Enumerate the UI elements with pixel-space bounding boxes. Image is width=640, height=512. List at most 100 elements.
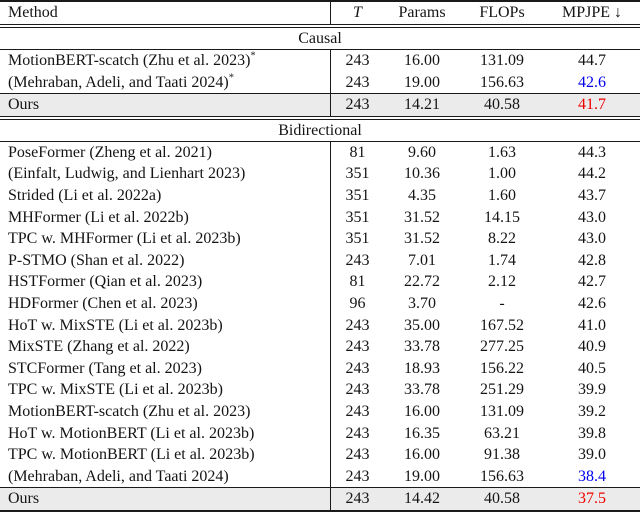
method-cell: HoT w. MotionBERT (Li et al. 2023b) [8, 424, 255, 442]
mpjpe-cell: 41.0 [578, 316, 606, 334]
mpjpe-cell: 43.0 [578, 230, 606, 248]
frames-cell: 351 [330, 163, 384, 185]
method-cell: Strided (Li et al. 2022a) [8, 186, 162, 204]
frames-cell: 243 [330, 422, 384, 445]
flops-cell: 167.52 [480, 316, 524, 334]
method-cell: Ours [8, 490, 40, 508]
table-row: HDFormer (Chen et al. 2023) 96 3.70 - 42… [0, 292, 640, 315]
flops-cell: 156.63 [480, 467, 524, 485]
table-header-row: Method T Params FLOPs MPJPE ↓ [0, 2, 640, 24]
mid-rule [0, 487, 640, 489]
mpjpe-cell: 42.8 [578, 251, 606, 269]
params-cell: 16.35 [404, 424, 440, 442]
method-cell: MHFormer (Li et al. 2022b) [8, 208, 189, 226]
method-cell: (Mehraban, Adeli, and Taati 2024)* [8, 72, 234, 91]
frames-cell: 81 [330, 271, 384, 293]
frames-cell: 243 [330, 314, 384, 337]
col-header-params: Params [398, 4, 446, 21]
params-cell: 16.00 [404, 446, 440, 464]
method-cell: MotionBERT-scatch (Zhu et al. 2023)* [8, 50, 256, 69]
section-header-bidirectional: Bidirectional [278, 121, 362, 139]
frames-cell: 81 [330, 141, 384, 164]
method-cell: MotionBERT-scatch (Zhu et al. 2023) [8, 402, 251, 420]
flops-cell: 63.21 [484, 424, 520, 442]
mpjpe-cell: 43.7 [578, 186, 606, 204]
params-cell: 19.00 [404, 73, 440, 91]
flops-cell: 1.00 [488, 165, 516, 183]
table-row-ours: Ours 243 14.42 40.58 37.5 [0, 488, 640, 510]
col-header-method: Method [8, 4, 58, 21]
table-row: MHFormer (Li et al. 2022b) 351 31.52 14.… [0, 206, 640, 229]
section-header-causal: Causal [298, 30, 342, 47]
mpjpe-cell: 39.0 [578, 446, 606, 464]
double-rule [0, 115, 640, 120]
flops-cell: 91.38 [484, 446, 520, 464]
footnote-marker: * [250, 50, 256, 62]
params-cell: 3.70 [408, 294, 436, 312]
flops-cell: 1.74 [488, 251, 516, 269]
method-cell: TPC w. MotionBERT (Li et al. 2023b) [8, 446, 255, 464]
table-row: (Mehraban, Adeli, and Taati 2024) 243 19… [0, 465, 640, 488]
params-cell: 7.01 [408, 251, 436, 269]
method-cell: HoT w. MixSTE (Li et al. 2023b) [8, 316, 223, 334]
flops-cell: 1.60 [488, 186, 516, 204]
frames-cell: 243 [330, 488, 384, 510]
mpjpe-cell: 40.9 [578, 338, 606, 356]
params-cell: 22.72 [404, 273, 440, 291]
flops-cell: 2.12 [488, 273, 516, 291]
mid-rule [0, 93, 640, 95]
frames-cell: 243 [330, 336, 384, 358]
frames-cell: 243 [330, 444, 384, 466]
params-cell: 16.00 [404, 402, 440, 420]
frames-cell: 243 [330, 379, 384, 401]
double-rule [0, 24, 640, 28]
method-cell: TPC w. MHFormer (Li et al. 2023b) [8, 230, 241, 248]
params-cell: 19.00 [404, 467, 440, 485]
col-header-mpjpe: MPJPE ↓ [544, 2, 640, 24]
params-cell: 14.42 [404, 490, 440, 508]
table-row: PoseFormer (Zheng et al. 2021) 81 9.60 1… [0, 141, 640, 164]
params-cell: 33.78 [404, 381, 440, 399]
params-cell: 31.52 [404, 230, 440, 248]
mpjpe-cell: 42.7 [578, 273, 606, 291]
mpjpe-cell: 39.9 [578, 381, 606, 399]
mpjpe-cell: 44.7 [578, 52, 606, 69]
mpjpe-cell: 39.2 [578, 402, 606, 420]
table-row: HoT w. MixSTE (Li et al. 2023b) 243 35.0… [0, 314, 640, 337]
t-variable: T [353, 4, 362, 21]
flops-cell: 131.09 [480, 52, 524, 69]
flops-cell: 156.63 [480, 73, 524, 91]
flops-cell: 277.25 [480, 338, 524, 356]
method-cell: (Mehraban, Adeli, and Taati 2024) [8, 467, 229, 485]
mpjpe-cell: 43.0 [578, 208, 606, 226]
col-header-flops: FLOPs [479, 4, 525, 21]
method-cell: TPC w. MixSTE (Li et al. 2023b) [8, 381, 223, 399]
flops-cell: 40.58 [484, 490, 520, 508]
frames-cell: 243 [330, 400, 384, 423]
mpjpe-cell: 44.3 [578, 143, 606, 161]
table-row: (Mehraban, Adeli, and Taati 2024)* 243 1… [0, 71, 640, 94]
params-cell: 9.60 [408, 143, 436, 161]
params-cell: 4.35 [408, 186, 436, 204]
flops-cell: 8.22 [488, 230, 516, 248]
table-row: TPC w. MHFormer (Li et al. 2023b) 351 31… [0, 228, 640, 250]
frames-cell: 243 [330, 465, 384, 488]
table-row: Strided (Li et al. 2022a) 351 4.35 1.60 … [0, 184, 640, 207]
table-row: MotionBERT-scatch (Zhu et al. 2023) 243 … [0, 400, 640, 423]
mid-rule [0, 140, 640, 142]
table-row: TPC w. MixSTE (Li et al. 2023b) 243 33.7… [0, 379, 640, 401]
method-cell: HDFormer (Chen et al. 2023) [8, 294, 198, 312]
method-cell: P-STMO (Shan et al. 2022) [8, 251, 185, 269]
params-cell: 35.00 [404, 316, 440, 334]
method-cell: PoseFormer (Zheng et al. 2021) [8, 143, 212, 161]
method-cell: MixSTE (Zhang et al. 2022) [8, 338, 190, 356]
method-cell: (Einfalt, Ludwig, and Lienhart 2023) [8, 165, 246, 183]
mpjpe-cell: 39.8 [578, 424, 606, 442]
method-cell: HSTFormer (Qian et al. 2023) [8, 273, 203, 291]
mpjpe-label: MPJPE [561, 4, 611, 21]
table-row: (Einfalt, Ludwig, and Lienhart 2023) 351… [0, 163, 640, 185]
table-row: MotionBERT-scatch (Zhu et al. 2023)* 243… [0, 50, 640, 72]
mid-rule [0, 49, 640, 50]
params-cell: 14.21 [404, 96, 440, 114]
